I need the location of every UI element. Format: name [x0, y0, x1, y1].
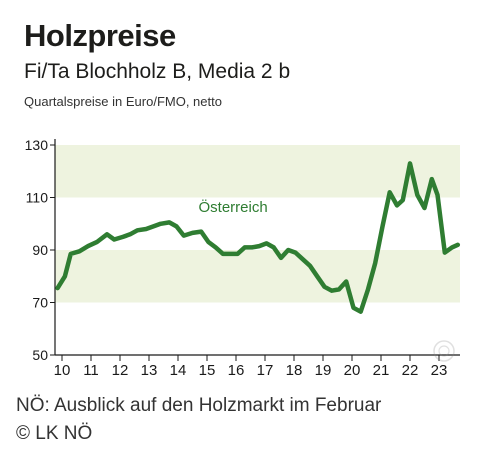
series-label-0: Österreich	[199, 198, 268, 216]
x-tick-label-15: 15	[199, 362, 216, 379]
y-tick-label-130: 130	[25, 137, 49, 153]
x-tick-label-10: 10	[54, 362, 71, 379]
series-line-0	[55, 161, 461, 314]
x-tick-label-22: 22	[402, 362, 419, 379]
x-tick-label-23: 23	[431, 362, 448, 379]
background-bands	[55, 145, 460, 303]
band-1	[55, 145, 460, 198]
caption-line-2: © LK NÖ	[16, 423, 93, 444]
x-tick-label-12: 12	[112, 362, 129, 379]
x-tick-label-11: 11	[83, 362, 99, 379]
x-tick-label-16: 16	[228, 362, 245, 379]
series-layer	[55, 161, 461, 314]
x-tick-label-13: 13	[141, 362, 158, 379]
y-tick-label-50: 50	[32, 347, 48, 363]
watermark-icon	[433, 340, 455, 362]
chart-title: Holzpreise	[24, 18, 176, 53]
x-tick-label-17: 17	[257, 362, 274, 379]
band-0	[55, 250, 460, 303]
tick-labels: 50 70 90 110 130 10 11 12 13 14 15 16 17 18 19 20 21 22 23	[25, 137, 448, 379]
chart-units-note: Quartalspreise in Euro/FMO, netto	[24, 94, 222, 109]
x-tick-label-20: 20	[344, 362, 361, 379]
y-tick-label-90: 90	[32, 242, 48, 258]
y-tick-label-110: 110	[26, 190, 49, 206]
caption-line-1: NÖ: Ausblick auf den Holzmarkt im Februa…	[16, 395, 382, 416]
x-tick-label-21: 21	[373, 362, 390, 379]
caption: NÖ: Ausblick auf den Holzmarkt im Februa…	[16, 392, 381, 448]
series-labels: Österreich	[199, 198, 268, 216]
x-tick-label-18: 18	[286, 362, 303, 379]
y-tick-label-70: 70	[32, 295, 48, 311]
x-tick-label-14: 14	[170, 362, 187, 379]
price-chart: 50 70 90 110 130 10 11 12 13 14 15 16 17 18 19 20 21 22 23…	[25, 137, 461, 379]
chart-subtitle: Fi/Ta Blochholz B, Media 2 b	[24, 60, 291, 83]
x-tick-label-19: 19	[315, 362, 332, 379]
chart-axes	[50, 139, 460, 361]
